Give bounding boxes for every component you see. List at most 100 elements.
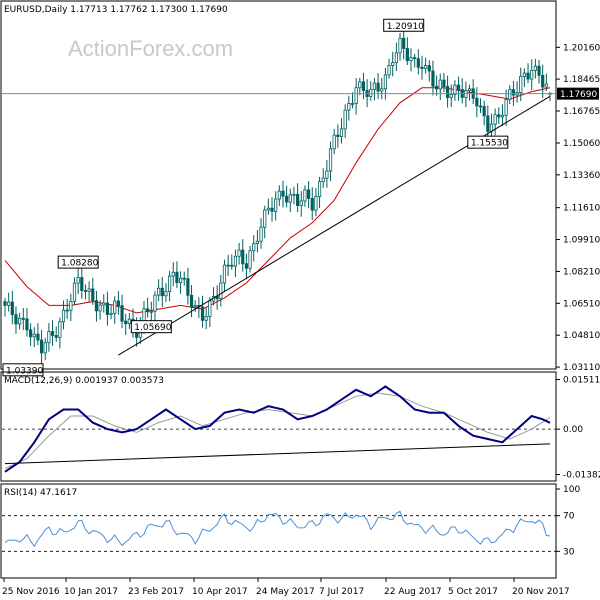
candle	[65, 298, 69, 319]
price-annotation: 1.15530	[467, 135, 509, 149]
price-header: EURUSD,Daily 1.17713 1.17762 1.17300 1.1…	[4, 5, 228, 15]
y-tick-label: 1.20160	[563, 43, 600, 53]
candle	[445, 75, 450, 108]
candle	[306, 181, 311, 209]
candle	[504, 89, 508, 126]
candle	[61, 300, 66, 330]
candle	[171, 262, 175, 287]
candle	[3, 297, 7, 317]
candle	[244, 253, 249, 280]
current-price-box	[557, 87, 599, 100]
candle	[32, 327, 36, 348]
candle	[530, 59, 534, 90]
macd-panel-frame	[0, 371, 557, 482]
y-tick-label: 1.15060	[563, 139, 600, 149]
y-tick-label: 100	[563, 485, 580, 495]
candle	[105, 291, 110, 326]
candle	[380, 77, 384, 100]
candle	[398, 32, 402, 61]
current-price: 1.17690	[2, 87, 599, 100]
price-annotation-label: 1.20910	[387, 22, 424, 32]
price-annotation-label: 1.03390	[6, 366, 43, 376]
candle	[91, 277, 95, 305]
candle	[299, 191, 303, 217]
y-tick-label: 0.00	[563, 425, 583, 435]
candle	[58, 317, 62, 349]
rsi-panel: RSI(14) 47.1617 100 70 30	[0, 483, 580, 579]
macd-main-line	[4, 385, 551, 473]
candle	[277, 185, 281, 206]
candle	[508, 85, 512, 105]
candle	[336, 124, 340, 148]
candle	[29, 323, 33, 347]
candle	[288, 188, 292, 213]
candle	[149, 301, 153, 322]
candle	[157, 279, 161, 302]
macd-signal-line	[4, 392, 551, 469]
x-tick-label: 24 May 2017	[256, 587, 315, 597]
candle	[252, 235, 256, 262]
rsi-y-axis: 100 70 30	[556, 485, 580, 557]
candle	[186, 267, 190, 305]
candle	[219, 274, 223, 307]
y-tick-label: 1.16765	[563, 107, 600, 117]
candle	[467, 84, 472, 101]
candle	[80, 266, 84, 299]
candle	[76, 266, 80, 295]
candle	[449, 84, 453, 108]
candle	[167, 271, 172, 302]
candle	[241, 239, 245, 272]
candle	[54, 326, 58, 342]
candle	[387, 58, 391, 79]
candle	[332, 128, 336, 155]
candle	[50, 320, 55, 347]
candle	[263, 205, 267, 239]
candle	[189, 284, 194, 318]
candle	[526, 63, 530, 84]
candle	[369, 80, 373, 101]
candle	[347, 95, 351, 121]
candle	[376, 73, 380, 100]
candle	[215, 285, 219, 310]
candle	[39, 329, 44, 365]
candle	[83, 284, 88, 300]
price-annotation-label: 1.15530	[471, 139, 508, 149]
candle	[193, 300, 197, 312]
candle	[424, 57, 428, 74]
watermark: ActionForex.com	[68, 36, 233, 61]
x-tick-label: 7 Jul 2017	[319, 587, 364, 597]
candle	[10, 290, 14, 325]
x-tick-label: 5 Oct 2017	[448, 587, 498, 597]
macd-lines	[2, 385, 556, 473]
y-tick-label: 1.03110	[563, 363, 600, 373]
candle	[442, 73, 446, 93]
candle	[391, 51, 395, 77]
candle	[416, 49, 420, 75]
candle	[435, 75, 439, 96]
x-tick-label: 10 Apr 2017	[192, 587, 248, 597]
candle	[544, 73, 548, 92]
candle	[325, 159, 329, 188]
candle	[533, 58, 537, 79]
y-tick-label: 70	[563, 512, 575, 522]
candle	[116, 291, 120, 315]
candle	[87, 281, 91, 303]
candle	[146, 297, 150, 318]
candle	[160, 277, 164, 307]
candle	[478, 98, 483, 114]
macd-header: MACD(12,26,9) 0.001937 0.003573	[4, 376, 164, 386]
candle	[274, 191, 278, 221]
candle	[153, 290, 157, 322]
rsi-panel-frame	[0, 483, 557, 579]
price-y-axis: 1.20160 1.18465 1.16765 1.15060 1.13360 1.116…	[556, 43, 600, 373]
candle	[438, 73, 442, 101]
candle	[339, 118, 344, 144]
candle	[541, 64, 545, 98]
candle	[21, 307, 25, 331]
macd-y-axis: 0.015115 0.00 -0.013825	[556, 376, 600, 481]
candle	[208, 297, 212, 327]
candle	[36, 323, 40, 346]
candle	[248, 245, 252, 273]
candle	[69, 293, 73, 322]
